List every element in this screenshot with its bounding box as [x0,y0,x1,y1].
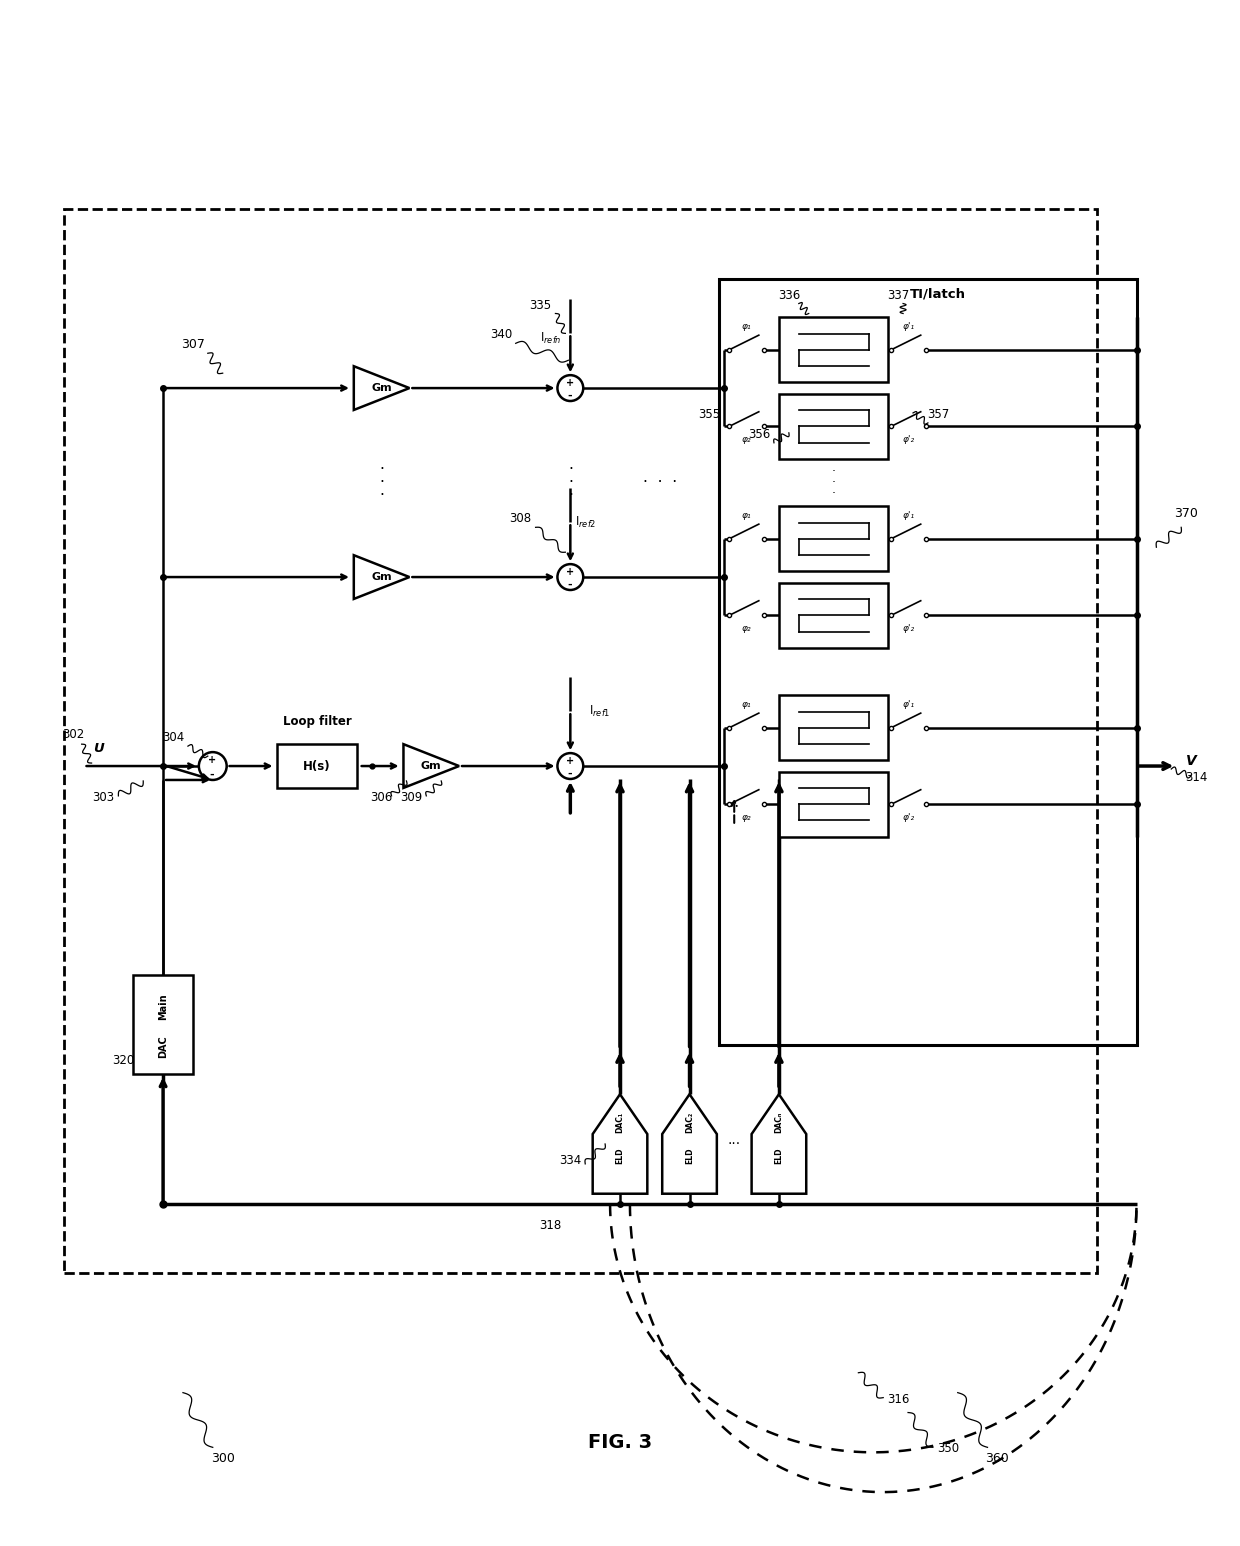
Text: ·
·
·: · · · [379,462,384,502]
Polygon shape [751,1095,806,1194]
Bar [63,209,1096,1274]
Text: 340: 340 [490,328,512,342]
Text: 309: 309 [401,792,423,804]
Text: 303: 303 [93,792,114,804]
Text: +: + [565,567,574,577]
Text: φ'₂: φ'₂ [903,625,915,632]
Text: Gm: Gm [420,761,441,771]
Text: 334: 334 [559,1153,582,1167]
Text: -: - [568,391,572,400]
Polygon shape [662,1095,717,1194]
Text: U: U [93,742,104,754]
Text: φ'₁: φ'₁ [903,700,915,708]
Text: ELD: ELD [775,1147,784,1164]
Text: 337: 337 [887,289,909,301]
Polygon shape [353,555,409,598]
Text: φ'₂: φ'₂ [903,813,915,822]
Text: -: - [568,768,572,779]
Text: -: - [568,580,572,591]
Text: ELD: ELD [615,1147,625,1164]
Text: DAC: DAC [157,1036,169,1057]
Text: ·
·
·: · · · [832,465,836,499]
Text: 370: 370 [1174,507,1198,521]
Bar [779,771,888,836]
Text: φ₂: φ₂ [742,813,751,822]
Text: ELD: ELD [684,1147,694,1164]
Text: I$_{ref1}$: I$_{ref1}$ [589,703,611,719]
Circle shape [558,564,583,591]
Text: TI/latch: TI/latch [910,288,966,300]
Bar [779,394,888,459]
Text: 304: 304 [162,731,185,744]
Circle shape [558,753,583,779]
Text: +: + [565,756,574,765]
Polygon shape [403,744,459,788]
Text: φ₂: φ₂ [742,625,751,632]
Bar [133,976,193,1074]
Text: 308: 308 [510,512,532,526]
Text: 300: 300 [211,1452,234,1466]
Text: V: V [1187,754,1197,768]
Text: ·
·
·: · · · [568,462,573,502]
Text: 318: 318 [539,1218,562,1232]
Text: DAC₂: DAC₂ [684,1112,694,1133]
Text: φ'₁: φ'₁ [903,510,915,519]
Text: +: + [565,377,574,388]
Text: DAC₁: DAC₁ [615,1112,625,1133]
Polygon shape [593,1095,647,1194]
Text: 355: 355 [698,408,720,421]
Bar [719,278,1137,1045]
Polygon shape [353,366,409,410]
Text: Main: Main [157,994,169,1020]
Text: 302: 302 [62,728,84,741]
Text: 306: 306 [371,792,393,804]
Text: 360: 360 [986,1452,1009,1466]
Text: DACₙ: DACₙ [775,1112,784,1133]
Text: Gm: Gm [371,572,392,581]
Text: 335: 335 [529,298,552,311]
Text: +: + [208,754,216,765]
Text: φ'₂: φ'₂ [903,434,915,444]
Text: 316: 316 [887,1393,909,1405]
Bar [779,696,888,761]
Text: I$_{refn}$: I$_{refn}$ [539,331,562,346]
Text: FIG. 3: FIG. 3 [588,1433,652,1452]
Text: 336: 336 [777,289,800,301]
Text: -: - [210,770,215,779]
Text: 350: 350 [936,1442,959,1455]
Text: I$_{ref2}$: I$_{ref2}$ [574,515,596,530]
Bar [779,507,888,570]
Text: 356: 356 [748,428,770,441]
Bar [278,744,357,788]
Circle shape [558,376,583,400]
Text: φ₂: φ₂ [742,434,751,444]
Text: φ₁: φ₁ [742,700,751,708]
Bar [779,583,888,648]
Text: ···: ··· [728,1136,740,1150]
Text: H(s): H(s) [304,759,331,773]
Text: 307: 307 [181,339,205,351]
Text: φ'₁: φ'₁ [903,322,915,331]
Text: 320: 320 [113,1054,134,1067]
Text: Gm: Gm [371,383,392,393]
Bar [779,317,888,382]
Text: Loop filter: Loop filter [283,714,351,728]
Text: φ₁: φ₁ [742,322,751,331]
Circle shape [198,751,227,781]
Text: 357: 357 [926,408,949,421]
Text: φ₁: φ₁ [742,510,751,519]
Text: ·  ·  ·: · · · [642,475,677,490]
Text: 314: 314 [1185,771,1208,784]
